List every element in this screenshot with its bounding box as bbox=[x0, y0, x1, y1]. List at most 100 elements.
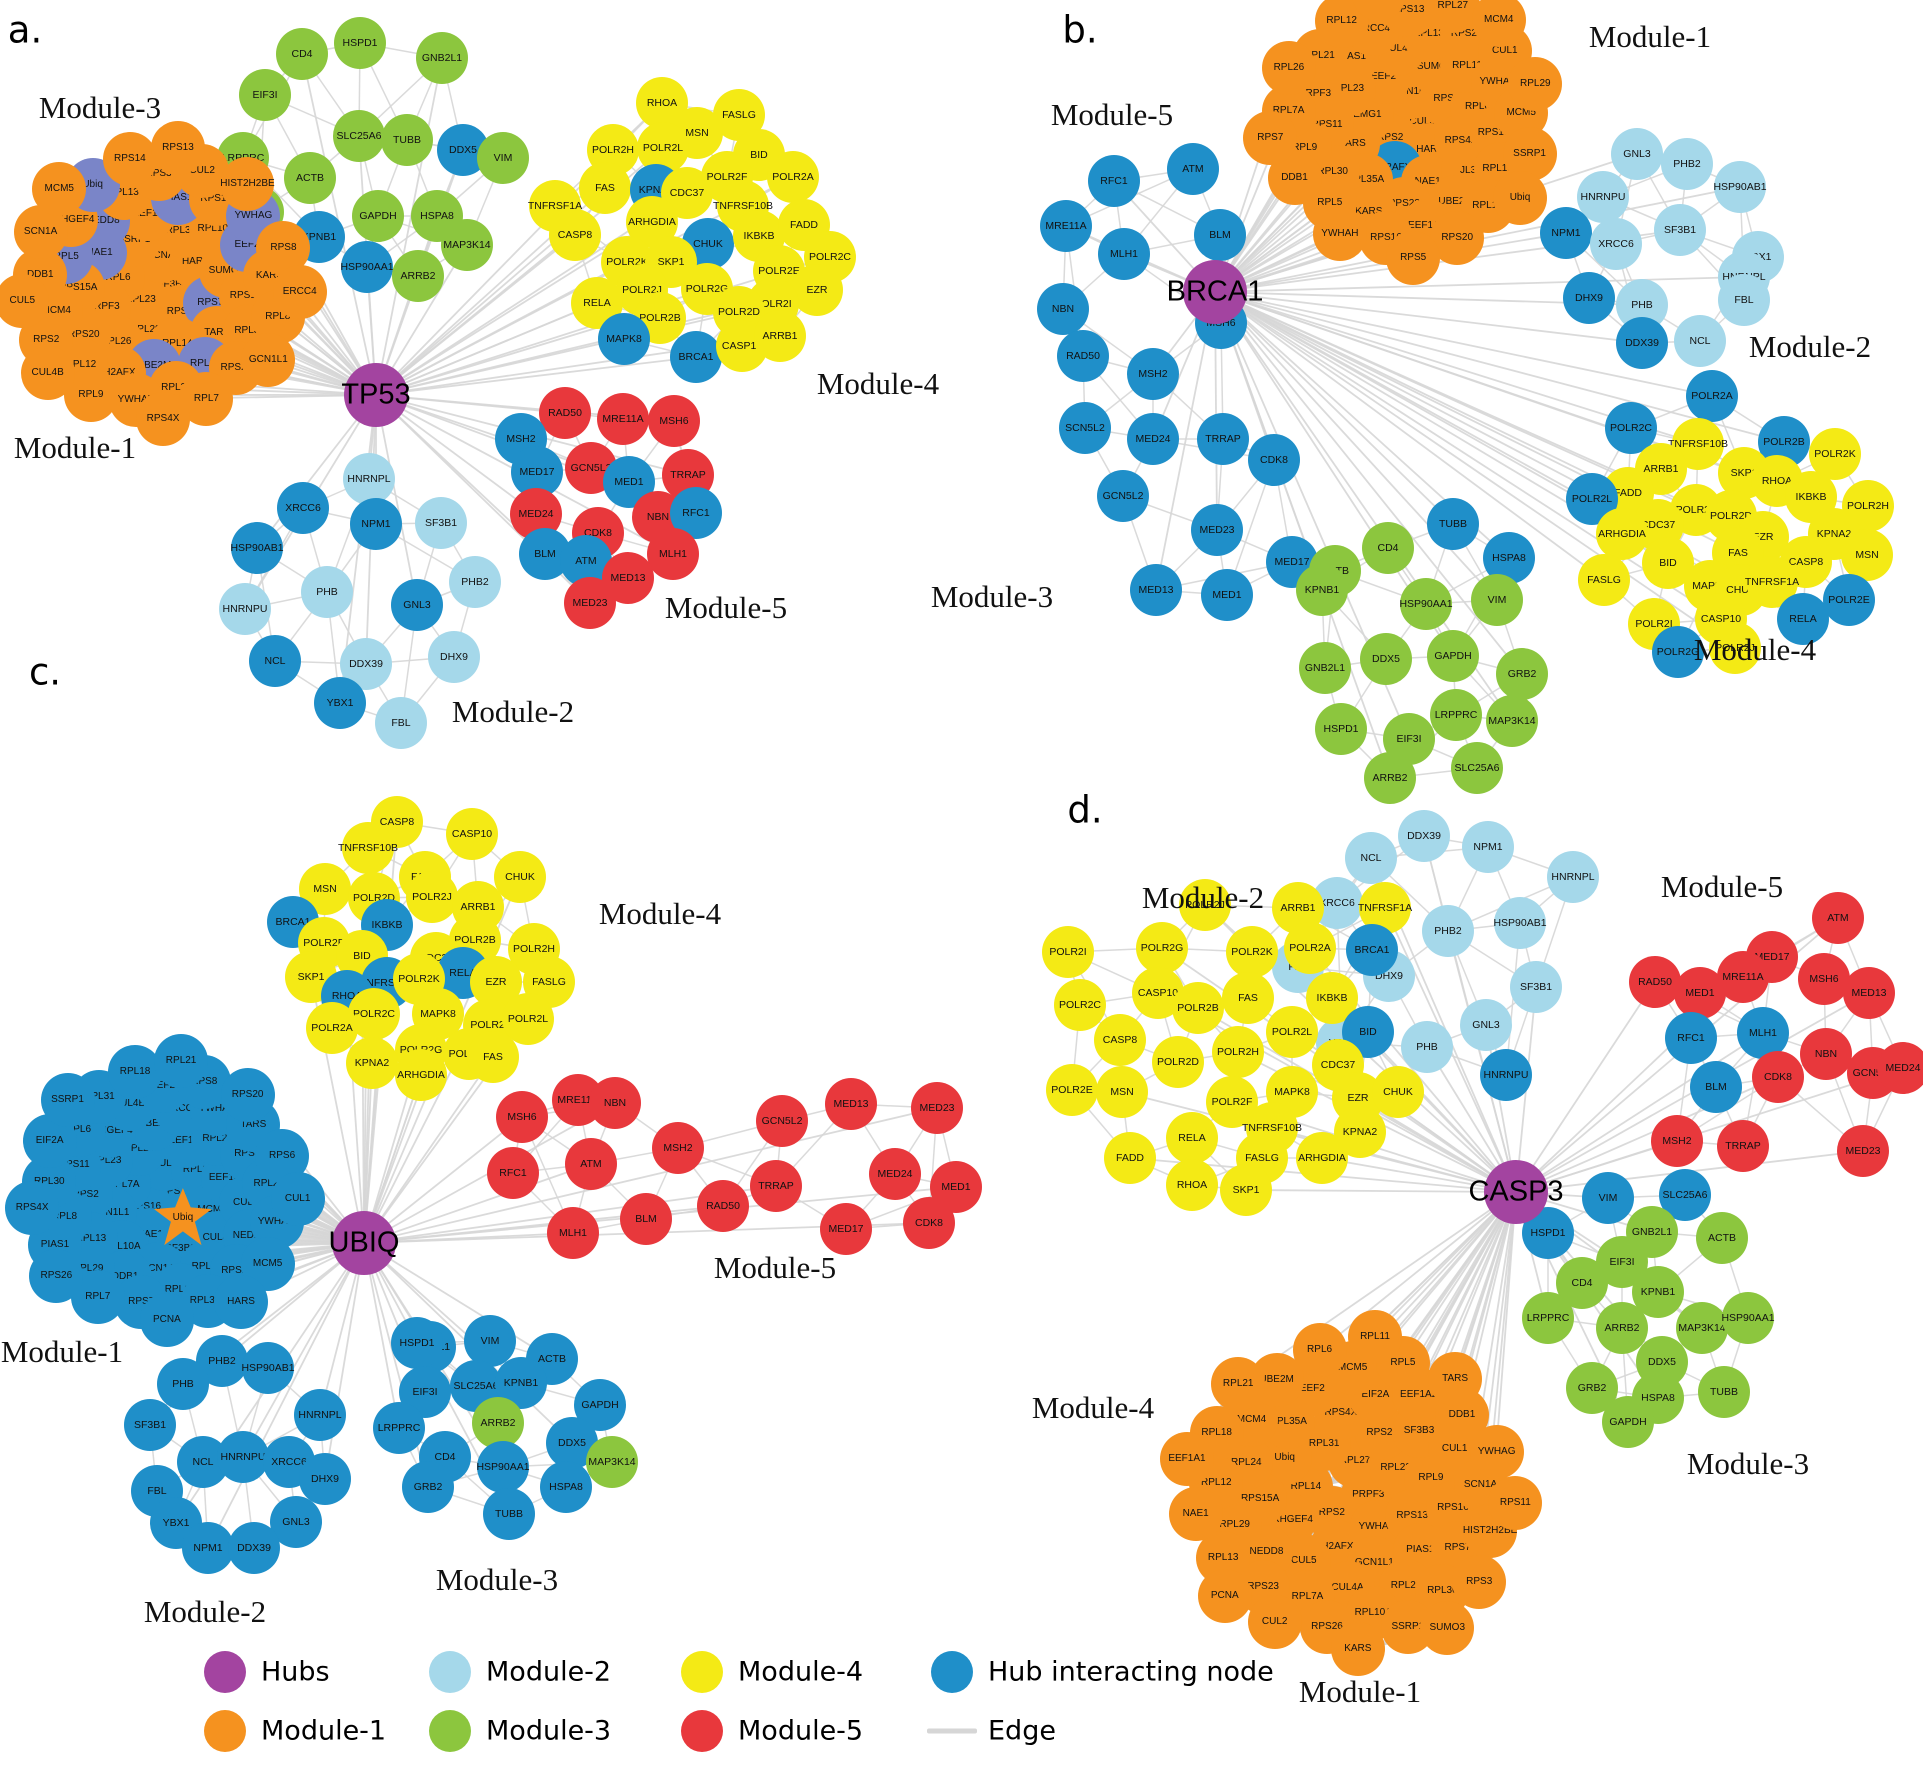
gene-node: EEF1A1 bbox=[1159, 1431, 1214, 1486]
gene-node: RPL11 bbox=[1348, 1309, 1402, 1364]
legend-item-label: Hub interacting node bbox=[988, 1656, 1274, 1688]
gene-node: ATM bbox=[565, 1138, 617, 1190]
gene-node: CHUK bbox=[494, 851, 546, 903]
hub-node bbox=[344, 363, 408, 427]
module-label: Module-4 bbox=[1693, 632, 1817, 667]
gene-node: MED1 bbox=[1201, 569, 1253, 621]
legend-item-label: Module-2 bbox=[486, 1656, 612, 1688]
module-label: Module-5 bbox=[713, 1250, 837, 1285]
gene-node: MED23 bbox=[564, 577, 616, 629]
hub-label: BRCA1 bbox=[1166, 275, 1264, 308]
legend-swatch-module1 bbox=[204, 1710, 246, 1752]
gene-node: SF3B1 bbox=[415, 497, 467, 549]
gene-node: GAPDH bbox=[1602, 1396, 1654, 1448]
gene-node: RPL21 bbox=[154, 1033, 209, 1088]
gene-node: TUBB bbox=[1427, 498, 1479, 550]
gene-node: RPL7 bbox=[179, 372, 234, 427]
gene-node: ARRB2 bbox=[1364, 752, 1416, 804]
gene-node: HSP90AB1 bbox=[1493, 897, 1547, 949]
edge bbox=[363, 1107, 938, 1244]
gene-node: GCN1L1 bbox=[241, 333, 296, 388]
gene-node: POLR2A bbox=[1686, 370, 1738, 422]
gene-node: EIF3I bbox=[239, 69, 291, 121]
gene-node: CUL4B bbox=[20, 345, 75, 400]
gene-node: MCM5 bbox=[32, 161, 87, 216]
gene-node: RAD50 bbox=[1057, 330, 1109, 382]
gene-node: MLH1 bbox=[647, 528, 699, 580]
module-label: Module-5 bbox=[1050, 97, 1174, 132]
gene-node: POLR2A bbox=[306, 1002, 358, 1054]
gene-node: SLC25A6 bbox=[333, 110, 385, 162]
gene-node: BLM bbox=[1194, 209, 1246, 261]
gene-node: PHB bbox=[1401, 1021, 1453, 1073]
gene-node: FASLG bbox=[1578, 554, 1630, 606]
gene-node: DHX9 bbox=[299, 1453, 351, 1505]
edge bbox=[1214, 291, 1713, 397]
gene-node: TUBB bbox=[1698, 1366, 1750, 1418]
gene-node: RPL29 bbox=[1508, 57, 1563, 112]
gene-node: MSH2 bbox=[1127, 348, 1179, 400]
gene-node: DHX9 bbox=[428, 631, 480, 683]
gene-node: XRCC6 bbox=[1590, 218, 1642, 270]
gene-node: ARHGDIA bbox=[1296, 1132, 1348, 1184]
gene-node: PHB2 bbox=[1422, 905, 1474, 957]
gene-node: MSH6 bbox=[1798, 953, 1850, 1005]
gene-node: Ubiq bbox=[1493, 171, 1547, 226]
gene-node: SKP1 bbox=[1220, 1164, 1272, 1216]
gene-node: ACTB bbox=[284, 152, 336, 204]
gene-node: MLH1 bbox=[1098, 228, 1150, 280]
gene-node: PCNA bbox=[139, 1292, 194, 1347]
gene-node: NPM1 bbox=[1462, 821, 1514, 873]
gene-node: GNB2L1 bbox=[416, 32, 468, 84]
panel-letter: c. bbox=[28, 650, 62, 694]
gene-node: LRPPRC bbox=[1430, 689, 1482, 741]
gene-node: LRPPRC bbox=[373, 1402, 425, 1454]
gene-node: PHB bbox=[301, 566, 353, 618]
gene-node: MRE11A bbox=[1717, 951, 1769, 1003]
gene-node: GCN5L2 bbox=[1097, 470, 1149, 522]
legend-swatch-module3 bbox=[429, 1710, 471, 1752]
edge bbox=[1214, 291, 1643, 344]
edge bbox=[1214, 291, 1391, 779]
edge bbox=[375, 356, 697, 396]
edge bbox=[1214, 291, 1785, 443]
panel-letter: a. bbox=[7, 8, 43, 52]
gene-node: XRCC6 bbox=[277, 482, 329, 534]
gene-node: SSRP1 bbox=[40, 1072, 95, 1127]
gene-node: RPS5 bbox=[1386, 230, 1441, 285]
gene-node: POLR2L bbox=[1266, 1006, 1318, 1058]
edge bbox=[375, 394, 418, 606]
gene-node: ATM bbox=[1812, 892, 1864, 944]
gene-node: CD4 bbox=[1362, 522, 1414, 574]
gene-node: MED24 bbox=[1127, 413, 1179, 465]
gene-node: VIM bbox=[477, 132, 529, 184]
gene-node: GNL3 bbox=[1611, 128, 1663, 180]
gene-node: GCN5L2 bbox=[756, 1095, 808, 1147]
gene-node: KPNB1 bbox=[1296, 564, 1348, 616]
edge bbox=[375, 57, 443, 396]
edge bbox=[1214, 291, 1764, 538]
gene-node: MAP3K14 bbox=[441, 219, 493, 271]
gene-node: HNRNPU bbox=[217, 1431, 269, 1483]
legend-item-label: Module-3 bbox=[486, 1715, 612, 1747]
edge bbox=[1321, 1157, 1517, 1193]
gene-node: VIM bbox=[1582, 1172, 1634, 1224]
module-label: Module-4 bbox=[816, 366, 940, 401]
gene-node: TNFRSF10B bbox=[338, 822, 398, 874]
gene-node: RFC1 bbox=[1088, 155, 1140, 207]
gene-node: RPS4X bbox=[5, 1180, 60, 1235]
gene-node: MED13 bbox=[602, 552, 654, 604]
gene-node: HNRNPL bbox=[343, 453, 395, 505]
gene-node: TRRAP bbox=[750, 1160, 802, 1212]
gene-node: TRRAP bbox=[1197, 413, 1249, 465]
gene-node: TUBB bbox=[381, 114, 433, 166]
gene-node: PHB2 bbox=[449, 556, 501, 608]
gene-node: ARHGDIA bbox=[395, 1049, 447, 1101]
edge bbox=[1214, 291, 1605, 581]
edge bbox=[1214, 291, 1722, 620]
edge bbox=[1214, 291, 1454, 525]
gene-node: MED23 bbox=[1191, 504, 1243, 556]
gene-node: LRPPRC bbox=[1522, 1292, 1574, 1344]
module-label: Module-5 bbox=[664, 590, 788, 625]
module-label: Module-3 bbox=[930, 579, 1054, 614]
